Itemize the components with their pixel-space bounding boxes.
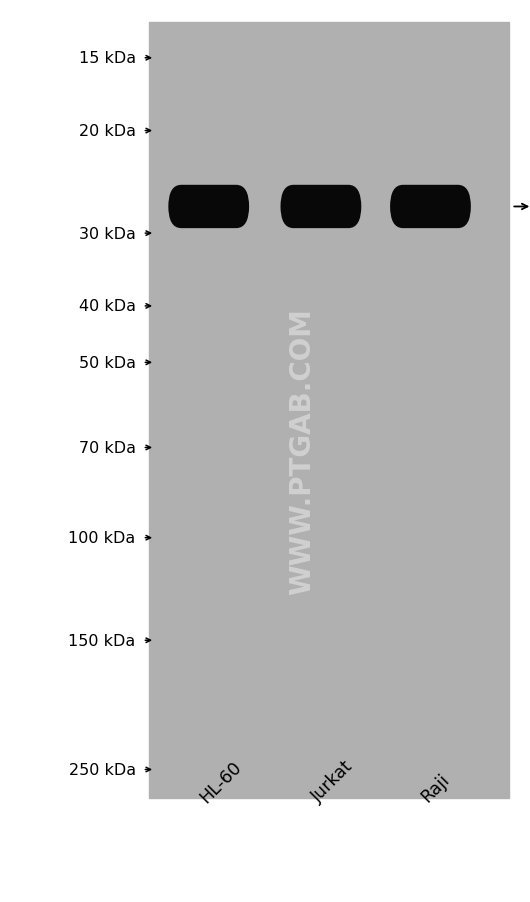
- FancyBboxPatch shape: [169, 186, 249, 229]
- Text: 150 kDa: 150 kDa: [68, 633, 136, 648]
- Text: 100 kDa: 100 kDa: [68, 530, 136, 546]
- Text: HL-60: HL-60: [196, 757, 245, 805]
- Text: 70 kDa: 70 kDa: [78, 440, 136, 456]
- Text: 50 kDa: 50 kDa: [78, 355, 136, 371]
- Text: 20 kDa: 20 kDa: [78, 124, 136, 139]
- Text: Jurkat: Jurkat: [308, 757, 357, 805]
- Bar: [149, 23, 509, 798]
- Text: 30 kDa: 30 kDa: [79, 226, 136, 242]
- FancyBboxPatch shape: [280, 186, 361, 229]
- Text: Raji: Raji: [418, 770, 453, 805]
- FancyBboxPatch shape: [390, 186, 471, 229]
- Text: 15 kDa: 15 kDa: [78, 51, 136, 66]
- Text: 40 kDa: 40 kDa: [78, 299, 136, 314]
- Text: WWW.PTGAB.COM: WWW.PTGAB.COM: [289, 308, 316, 594]
- Text: 250 kDa: 250 kDa: [68, 762, 136, 778]
